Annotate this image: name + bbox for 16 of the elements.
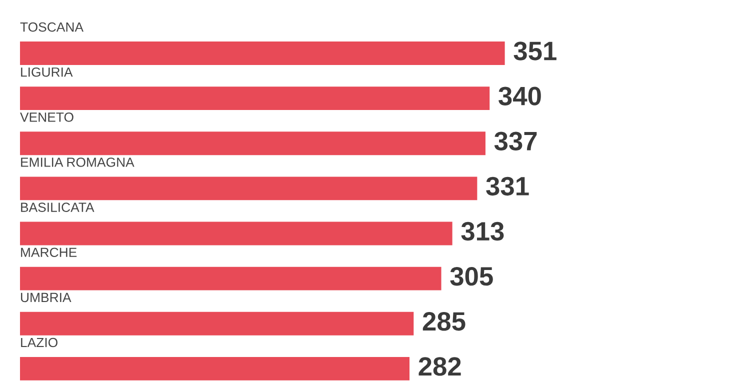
data-label: 331 [486, 176, 529, 196]
data-label: 340 [498, 86, 541, 106]
data-label: 313 [461, 222, 504, 241]
y-tick-label: VENETO [20, 112, 74, 122]
data-label: 282 [418, 357, 461, 376]
data-label: 285 [422, 312, 466, 331]
data-label: 337 [494, 132, 537, 151]
y-tick-label: LAZIO [21, 338, 58, 348]
y-tick-label: MARCHE [21, 248, 77, 258]
y-tick-label: TOSCANA [20, 22, 84, 32]
data-label: 351 [514, 42, 556, 60]
y-tick-label: LIGURIA [21, 67, 73, 77]
y-tick-label: EMILIA ROMAGNA [21, 158, 134, 167]
y-tick-label: UMBRIA [21, 292, 72, 302]
data-label: 305 [450, 266, 493, 286]
y-tick-label: BASILICATA [21, 202, 94, 212]
